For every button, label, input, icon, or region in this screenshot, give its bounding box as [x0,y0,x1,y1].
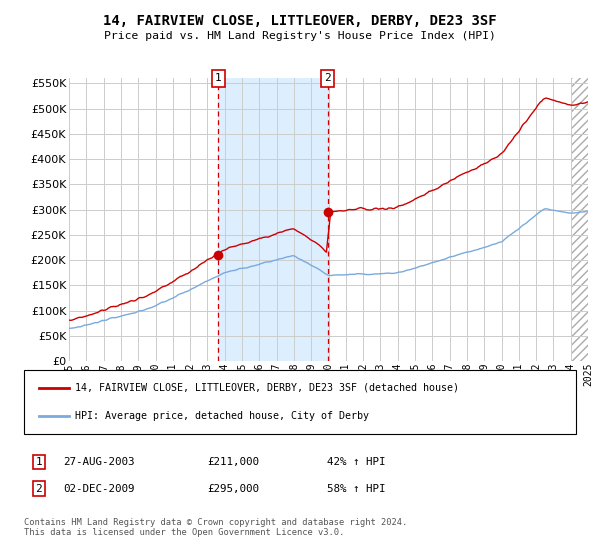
Bar [572,78,588,361]
Text: 2: 2 [35,484,43,494]
Text: Price paid vs. HM Land Registry's House Price Index (HPI): Price paid vs. HM Land Registry's House … [104,31,496,41]
Text: 42% ↑ HPI: 42% ↑ HPI [327,457,386,467]
Text: 1: 1 [215,73,221,83]
Text: 27-AUG-2003: 27-AUG-2003 [63,457,134,467]
Bar [572,78,588,361]
Text: £295,000: £295,000 [207,484,259,494]
Text: 58% ↑ HPI: 58% ↑ HPI [327,484,386,494]
Bar [218,78,328,361]
Text: 14, FAIRVIEW CLOSE, LITTLEOVER, DERBY, DE23 3SF: 14, FAIRVIEW CLOSE, LITTLEOVER, DERBY, D… [103,14,497,28]
Text: 2: 2 [325,73,331,83]
Text: £211,000: £211,000 [207,457,259,467]
Text: HPI: Average price, detached house, City of Derby: HPI: Average price, detached house, City… [75,411,369,421]
Text: 1: 1 [35,457,43,467]
Text: 02-DEC-2009: 02-DEC-2009 [63,484,134,494]
Text: 14, FAIRVIEW CLOSE, LITTLEOVER, DERBY, DE23 3SF (detached house): 14, FAIRVIEW CLOSE, LITTLEOVER, DERBY, D… [75,382,459,393]
Text: Contains HM Land Registry data © Crown copyright and database right 2024.
This d: Contains HM Land Registry data © Crown c… [24,518,407,538]
